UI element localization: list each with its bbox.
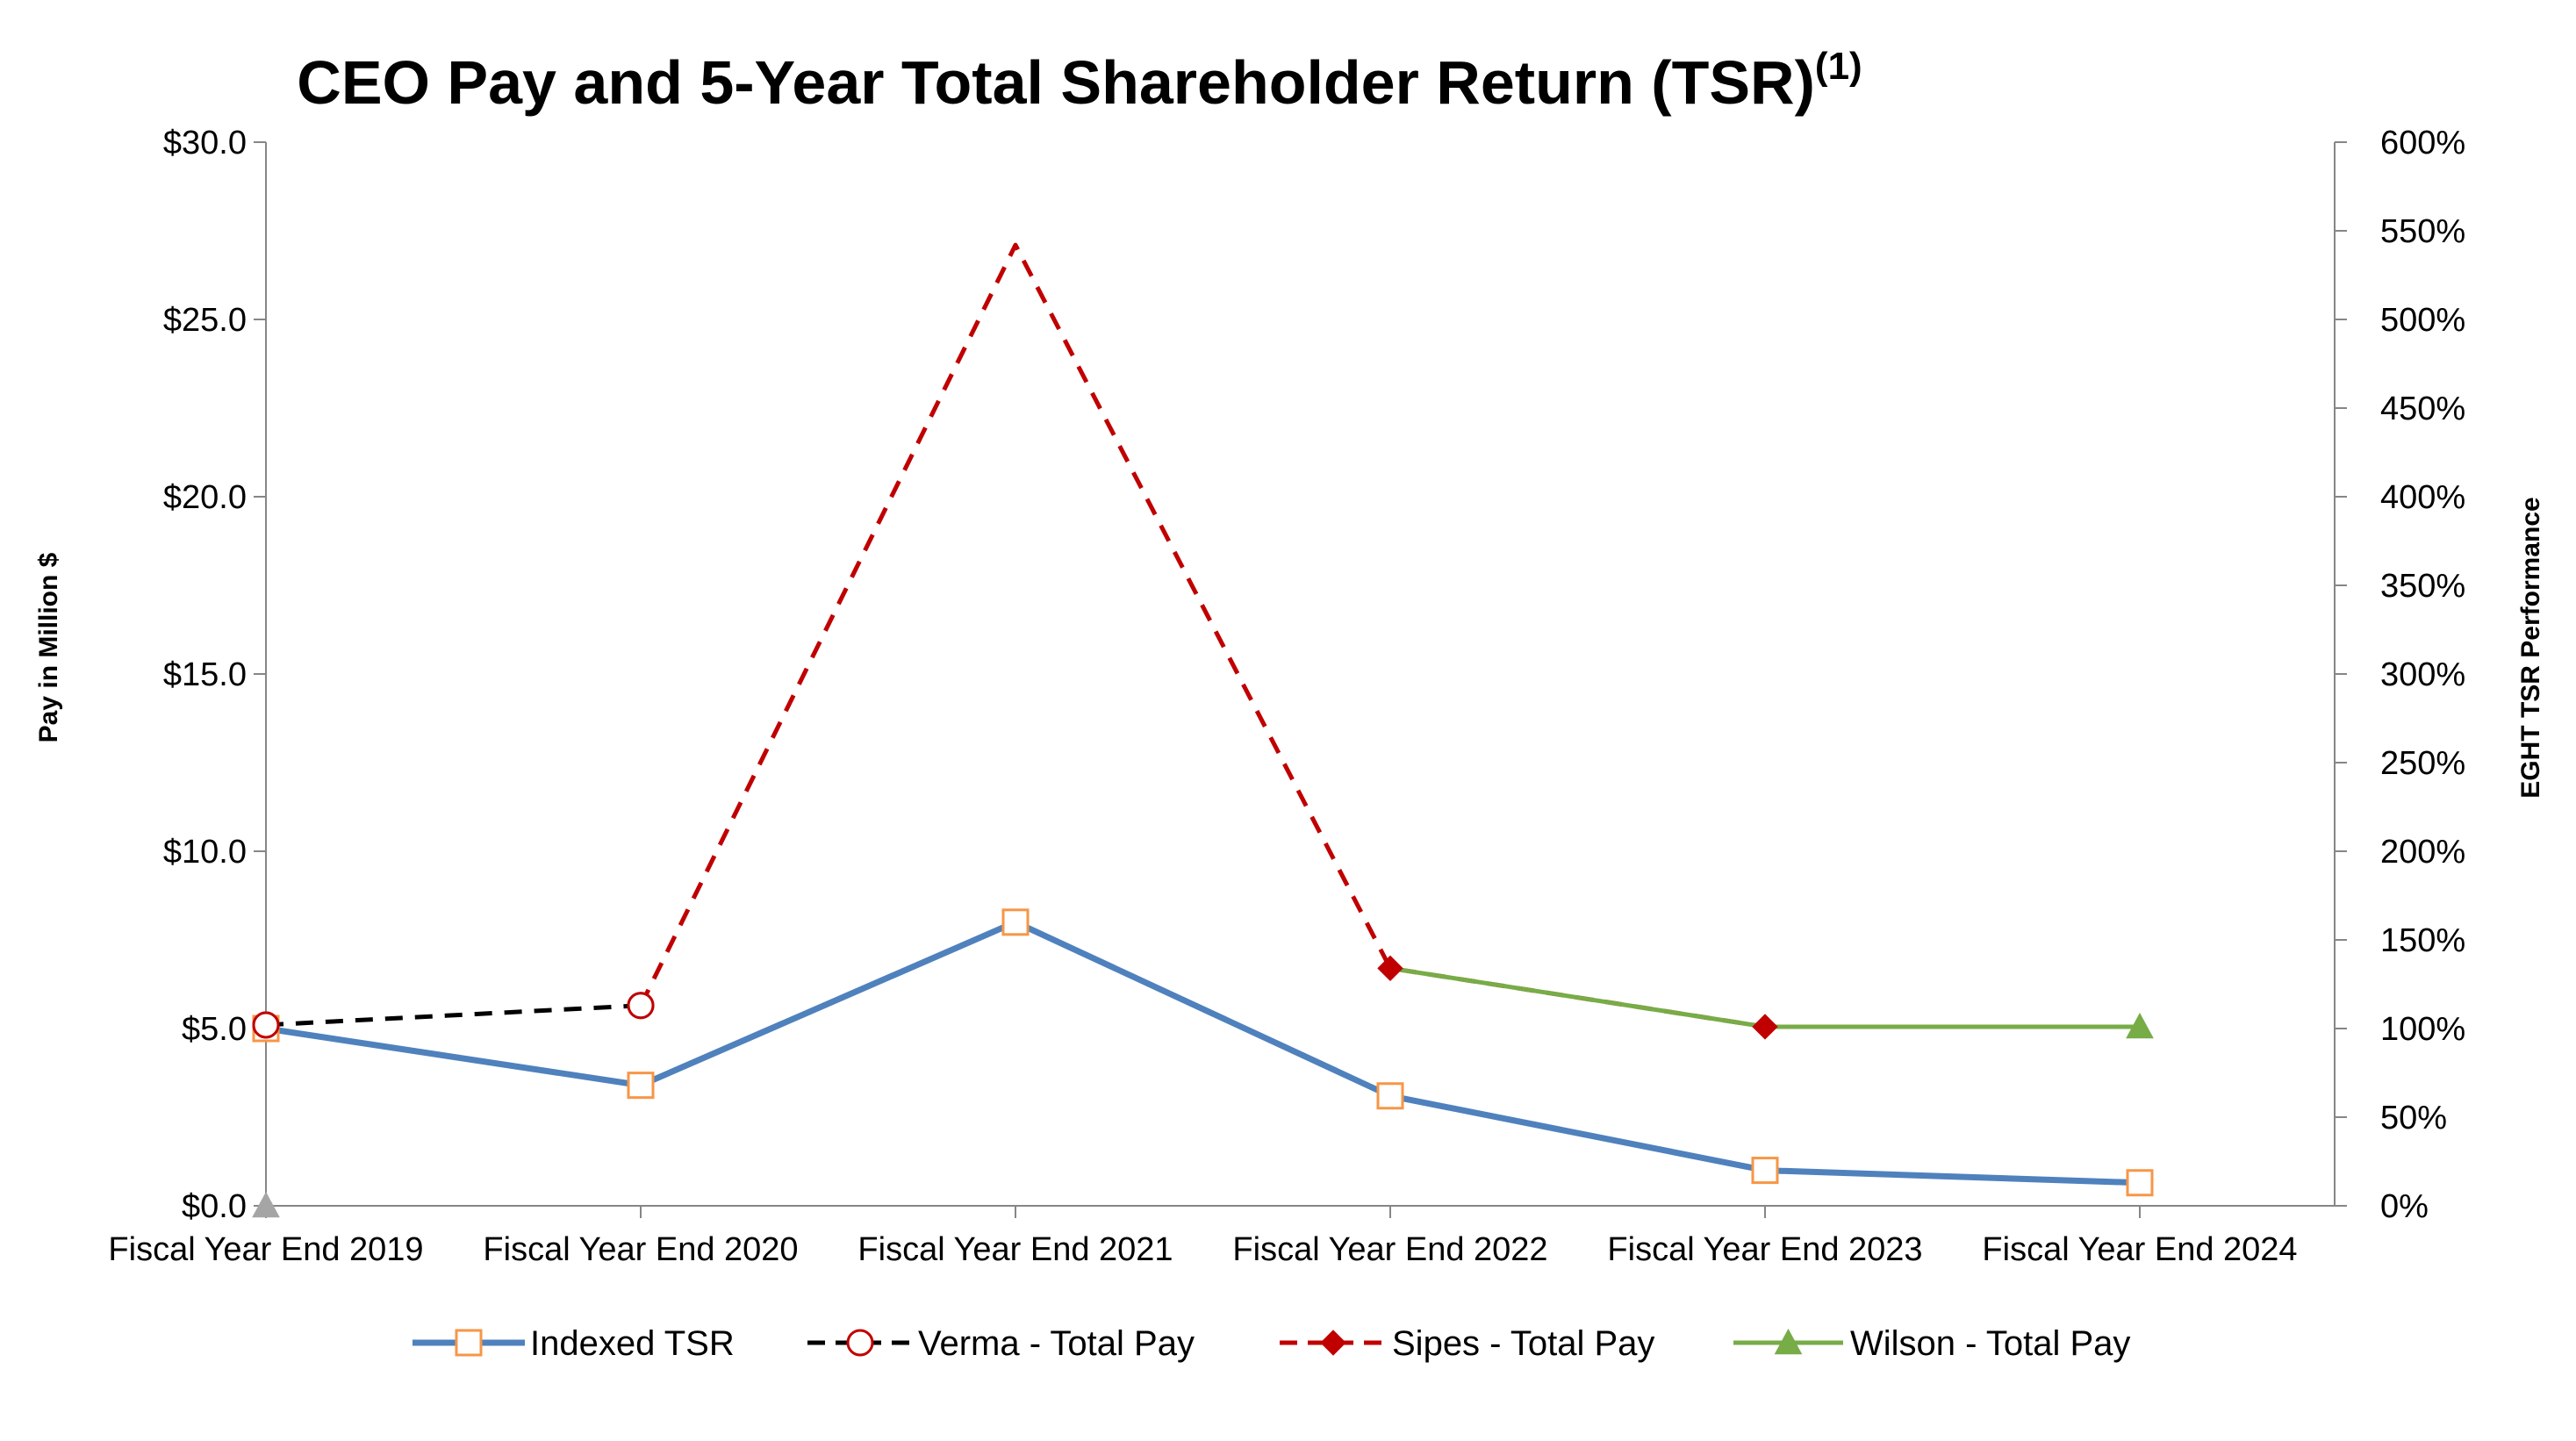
axes-layer: $0.0 $5.0 $10.0 $15.0 $20.0 $25.0 $30.0 0% 50% 10… [108,125,2465,1268]
legend: Indexed TSR Verma - Total Pay Sipes - Tota… [413,1324,2130,1363]
series-line-verma-total-pay [265,1003,642,1028]
y-right-tick-label: 50% [2380,1100,2447,1136]
y-left-tick-label: $20.0 [163,479,247,516]
legend-label-sipes-total-pay: Sipes - Total Pay [1392,1324,1654,1363]
x-tick-label: Fiscal Year End 2019 [108,1231,423,1268]
marker-verma-total-pay [627,992,655,1020]
y-right-tick-label: 200% [2380,834,2465,871]
chart-title: CEO Pay and 5-Year Total Shareholder Ret… [297,45,1862,117]
y-right-tick-label: 550% [2380,213,2465,250]
x-tick-label: Fiscal Year End 2022 [1232,1231,1547,1268]
y-right-tick-label: 500% [2380,302,2465,339]
y-right-tick-label: 450% [2380,391,2465,427]
y-right-tick-label: 250% [2380,745,2465,782]
series-line-indexed-tsr [265,919,2141,1186]
legend-marker-indexed-tsr [455,1329,483,1357]
y-right-tick-label: 100% [2380,1011,2465,1048]
y-right-axis-title: EGHT TSR Performance [2516,497,2545,798]
x-tick-label: Fiscal Year End 2021 [857,1231,1173,1268]
legend-label-indexed-tsr: Indexed TSR [530,1324,735,1363]
marker-sipes-total-pay [1377,955,1403,982]
marker-wilson-2019 [252,1191,280,1218]
legend-item-verma-total-pay: Verma - Total Pay [807,1324,1195,1363]
series-layer [252,242,2154,1218]
legend-marker-wilson-total-pay [1774,1328,1803,1355]
marker-indexed-tsr [2126,1169,2154,1197]
legend-marker-sipes-total-pay [1320,1330,1346,1356]
y-left-tick-label: $0.0 [182,1188,247,1225]
y-left-axis-title: Pay in Million $ [34,552,63,742]
marker-indexed-tsr [1751,1157,1779,1185]
y-left-tick-label: $15.0 [163,656,247,693]
x-tick-label: Fiscal Year End 2020 [483,1231,798,1268]
legend-label-verma-total-pay: Verma - Total Pay [918,1324,1195,1363]
x-tick-label: Fiscal Year End 2023 [1607,1231,1922,1268]
marker-indexed-tsr [627,1072,655,1100]
legend-item-sipes-total-pay: Sipes - Total Pay [1280,1324,1654,1363]
legend-item-indexed-tsr: Indexed TSR [413,1324,735,1363]
y-right-tick-label: 150% [2380,922,2465,959]
y-right-tick-label: 0% [2380,1188,2429,1225]
legend-item-wilson-total-pay: Wilson - Total Pay [1733,1324,2130,1363]
y-right-tick-label: 300% [2380,656,2465,693]
y-left-tick-label: $10.0 [163,834,247,871]
y-right-tick-label: 350% [2380,568,2465,605]
y-left-tick-label: $5.0 [182,1011,247,1048]
y-left-tick-label: $30.0 [163,125,247,161]
legend-label-wilson-total-pay: Wilson - Total Pay [1850,1324,2130,1363]
marker-indexed-tsr [1001,908,1030,936]
marker-sipes-total-pay [1752,1014,1778,1040]
marker-indexed-tsr [1376,1082,1404,1110]
chart-title-superscript: (1) [1815,45,1862,88]
y-right-tick-label: 600% [2380,125,2465,161]
y-right-tick-label: 400% [2380,479,2465,516]
legend-marker-verma-total-pay [846,1329,874,1357]
y-left-tick-label: $25.0 [163,302,247,339]
marker-wilson-total-pay [2126,1012,2154,1039]
marker-verma-total-pay [252,1011,280,1039]
chart-title-main: CEO Pay and 5-Year Total Shareholder Ret… [297,48,1815,117]
series-line-sipes-total-pay [638,242,1766,1029]
x-tick-label: Fiscal Year End 2024 [1982,1231,2297,1268]
